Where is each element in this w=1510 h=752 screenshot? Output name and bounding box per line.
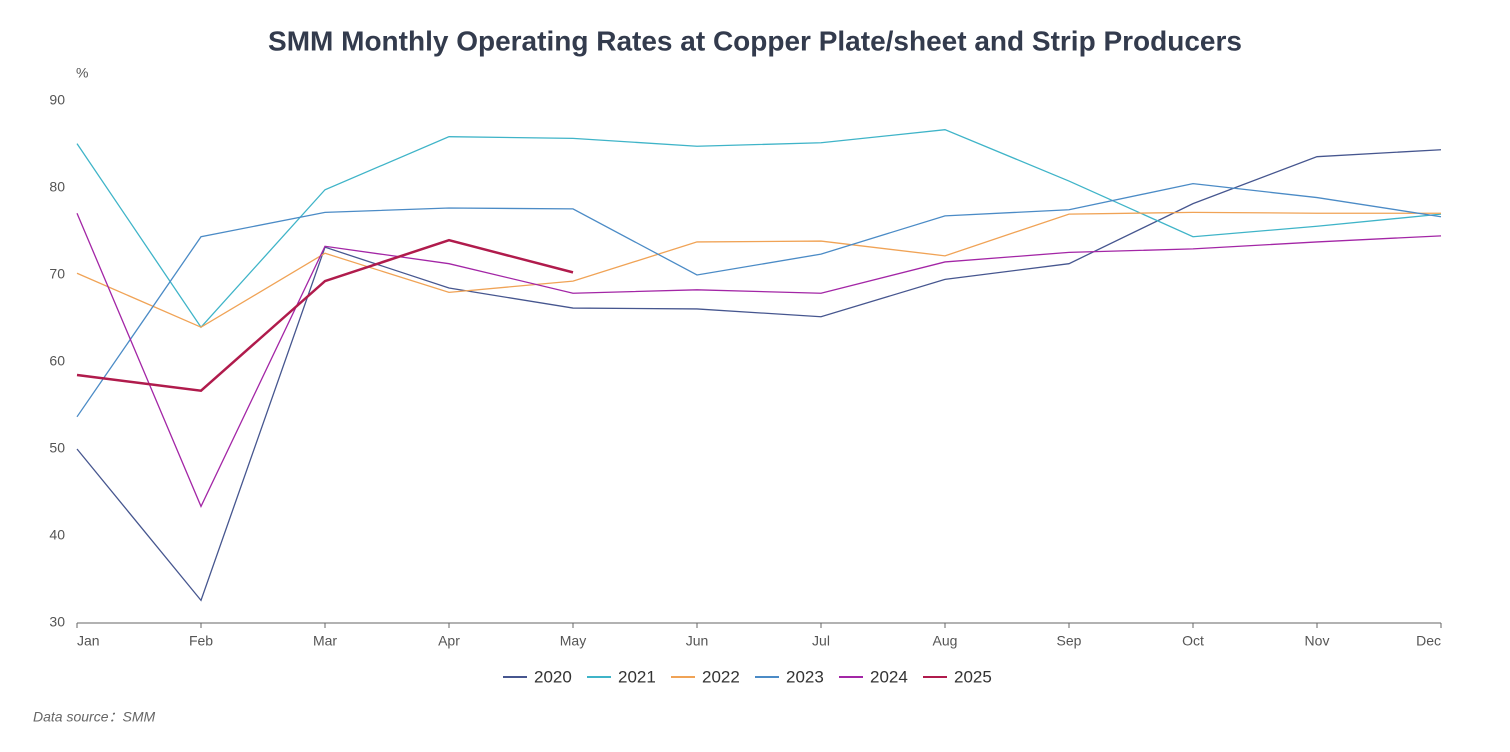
x-tick-label: Sep bbox=[1057, 633, 1082, 649]
legend-label: 2023 bbox=[786, 667, 824, 686]
x-tick-label: Oct bbox=[1182, 633, 1204, 649]
x-tick-label: Mar bbox=[313, 633, 337, 649]
x-tick-label: Dec bbox=[1416, 633, 1441, 649]
legend-label: 2022 bbox=[702, 667, 740, 686]
y-tick-label: 50 bbox=[49, 440, 65, 456]
chart-title: SMM Monthly Operating Rates at Copper Pl… bbox=[268, 25, 1242, 56]
y-tick-label: 60 bbox=[49, 353, 65, 369]
legend-label: 2025 bbox=[954, 667, 992, 686]
line-series bbox=[76, 211, 1441, 328]
line-series bbox=[76, 212, 1442, 509]
x-tick-label: Jul bbox=[812, 633, 830, 649]
legend-label: 2024 bbox=[870, 667, 908, 686]
x-tick-label: Feb bbox=[189, 633, 213, 649]
x-tick-label: Aug bbox=[933, 633, 958, 649]
line-series bbox=[76, 182, 1442, 418]
x-tick-label: Apr bbox=[438, 633, 460, 649]
y-tick-label: 30 bbox=[49, 614, 65, 630]
y-tick-label: 80 bbox=[49, 179, 65, 195]
legend-label: 2021 bbox=[618, 667, 656, 686]
line-series bbox=[76, 129, 1442, 329]
x-tick-label: May bbox=[560, 633, 586, 649]
x-tick-label: Nov bbox=[1305, 633, 1330, 649]
legend-label: 2020 bbox=[534, 667, 572, 686]
line-series bbox=[76, 238, 574, 393]
y-tick-label: 70 bbox=[49, 266, 65, 282]
x-tick-label: Jan bbox=[77, 633, 100, 649]
y-tick-label: 40 bbox=[49, 527, 65, 543]
line-series bbox=[76, 149, 1442, 602]
x-tick-label: Jun bbox=[686, 633, 709, 649]
source: Data source：SMM bbox=[33, 709, 155, 725]
y-tick-label: 90 bbox=[49, 92, 65, 108]
y-axis-label: % bbox=[76, 65, 88, 81]
